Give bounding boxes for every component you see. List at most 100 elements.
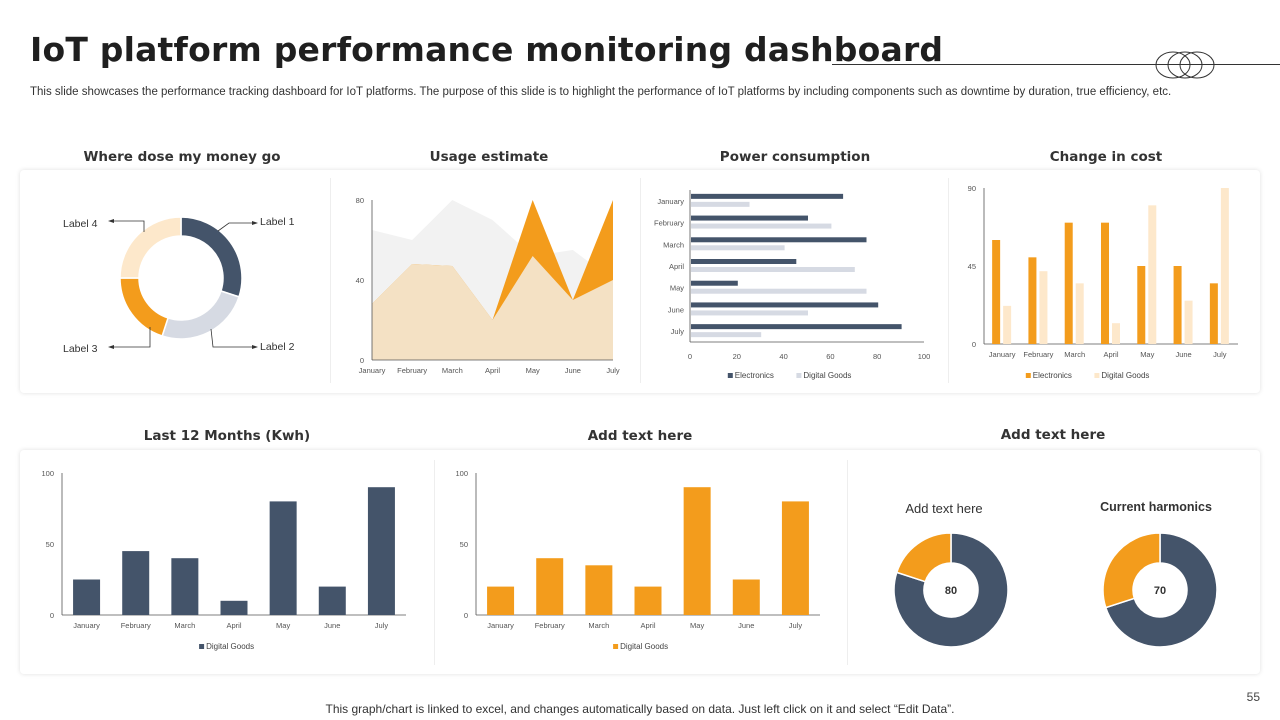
power-bar-digital-goods	[691, 223, 832, 229]
power-bar-electronics	[691, 324, 902, 330]
cost-bar-electronics	[1101, 222, 1109, 344]
cost-bar-digital-goods	[1075, 283, 1084, 344]
legend-label: Electronics	[735, 371, 774, 380]
legend-swatch	[199, 644, 205, 649]
y-tick-label: 80	[356, 196, 364, 205]
cost-bar-digital-goods	[1039, 271, 1048, 344]
y-tick-label: 40	[356, 276, 364, 285]
donut1-slice	[895, 532, 952, 583]
label-1: Label 1	[260, 216, 295, 228]
usage-chart-title: Usage estimate	[429, 149, 549, 165]
cost-bar-digital-goods	[1148, 205, 1157, 344]
y-tick-label: 0	[50, 611, 54, 620]
y-tick-label: July	[671, 327, 685, 336]
rings-logo-icon	[1155, 51, 1215, 79]
last12-bar	[171, 558, 199, 615]
addtext_bar-bar	[585, 565, 613, 615]
page-number: 55	[1246, 690, 1260, 704]
x-tick-label: 100	[918, 352, 931, 361]
footer-note: This graph/chart is linked to excel, and…	[325, 702, 955, 716]
last12-bar	[122, 551, 150, 615]
power-chart-title: Power consumption	[719, 149, 871, 165]
y-tick-label: 100	[41, 469, 54, 478]
cost-bar-digital-goods	[1112, 323, 1120, 344]
y-tick-label: 50	[460, 540, 468, 549]
x-tick-label: January	[989, 350, 1016, 359]
x-tick-label: June	[1175, 350, 1191, 359]
money-slice	[119, 216, 182, 279]
x-tick-label: 60	[826, 352, 834, 361]
y-tick-label: February	[654, 219, 684, 228]
y-tick-label: 100	[455, 469, 468, 478]
x-tick-label: February	[1023, 350, 1053, 359]
page-title: IoT platform performance monitoring dash…	[30, 30, 944, 69]
usage-area-overlap	[372, 256, 613, 360]
legend-swatch	[796, 373, 802, 378]
power-bar-digital-goods	[691, 332, 762, 338]
y-tick-label: 0	[360, 356, 364, 365]
x-tick-label: 80	[873, 352, 881, 361]
cost-bar-electronics	[1137, 266, 1146, 344]
money-donut-chart: Label 1 Label 2 Label 3 Label 4	[63, 216, 295, 355]
x-tick-label: May	[690, 621, 704, 630]
x-tick-label: 40	[779, 352, 787, 361]
x-tick-label: May	[1140, 350, 1154, 359]
addtext_bar-bar	[536, 558, 564, 615]
x-tick-label: March	[442, 366, 463, 375]
last12-bar	[220, 600, 248, 615]
x-tick-label: March	[1064, 350, 1085, 359]
money-chart-title: Where dose my money go	[83, 149, 281, 165]
x-tick-label: July	[375, 621, 389, 630]
legend-label: Digital Goods	[620, 642, 668, 651]
x-tick-label: April	[640, 621, 655, 630]
cost-bar-electronics	[992, 240, 1001, 344]
addtext-bar-chart: 0 50 100 January February March April May June Ju…	[455, 469, 820, 651]
label-4: Label 4	[63, 218, 98, 230]
power-bar-electronics	[691, 259, 797, 264]
x-tick-label: April	[1103, 350, 1118, 359]
last12-bar-chart: 0 50 100 January February March April May June Ju…	[41, 469, 406, 651]
power-bar-digital-goods	[691, 245, 785, 251]
cost-bar-chart: 0 45 90 January February March April May June Jul…	[968, 184, 1238, 380]
y-tick-label: June	[668, 305, 684, 314]
addtext_bar-bar	[487, 586, 515, 615]
x-tick-label: May	[526, 366, 540, 375]
power-bar-digital-goods	[691, 310, 808, 316]
legend-swatch	[1094, 373, 1100, 378]
addtext_bar-bar	[634, 586, 662, 615]
x-tick-label: May	[276, 621, 290, 630]
last12-bar	[73, 579, 101, 615]
x-tick-label: June	[324, 621, 340, 630]
x-tick-label: March	[588, 621, 609, 630]
page-subtitle: This slide showcases the performance tra…	[30, 86, 1172, 98]
x-tick-label: January	[487, 621, 514, 630]
power-bar-electronics	[691, 237, 867, 243]
legend-label: Digital Goods	[803, 371, 851, 380]
usage-area-chart: 0 40 80 January February March April May June Jul…	[356, 196, 620, 375]
money-slice	[180, 216, 243, 298]
last12-chart-title: Last 12 Months (Kwh)	[143, 428, 311, 444]
last12-bar	[269, 501, 297, 615]
x-tick-label: July	[606, 366, 620, 375]
y-tick-label: 45	[968, 262, 976, 271]
money-slice	[161, 290, 240, 340]
cost-bar-electronics	[1173, 266, 1182, 344]
x-tick-label: 20	[733, 352, 741, 361]
legend-label: Electronics	[1033, 371, 1072, 380]
cost-bar-digital-goods	[1003, 305, 1012, 344]
power-bar-electronics	[691, 193, 844, 199]
x-tick-label: June	[738, 621, 754, 630]
y-tick-label: 90	[968, 184, 976, 193]
y-tick-label: 50	[46, 540, 54, 549]
y-tick-label: May	[670, 284, 684, 293]
last12-bar	[318, 586, 346, 615]
y-tick-label: 0	[972, 340, 976, 349]
power-bar-electronics	[691, 302, 879, 308]
legend-swatch	[1025, 373, 1031, 378]
label-3: Label 3	[63, 343, 98, 355]
cost-bar-electronics	[1209, 283, 1218, 344]
money-slice	[119, 277, 169, 337]
x-tick-label: February	[535, 621, 565, 630]
y-tick-label: April	[669, 262, 684, 271]
cost-chart-title: Change in cost	[1049, 149, 1163, 165]
